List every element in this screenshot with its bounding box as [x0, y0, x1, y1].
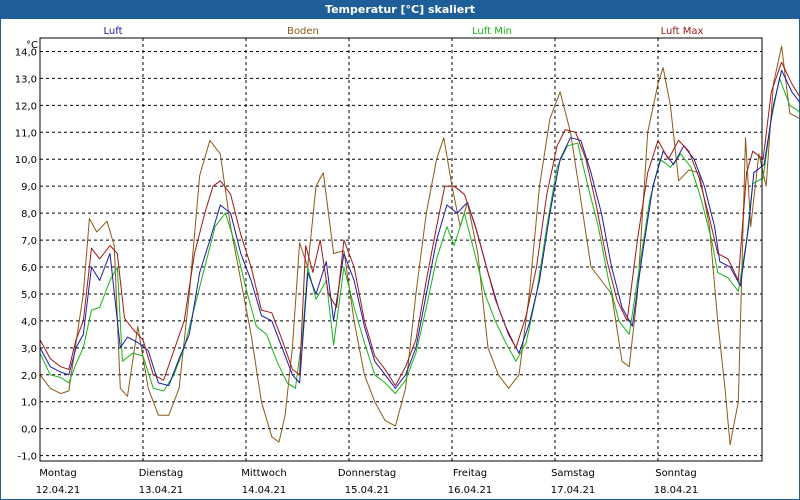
x-tick-date: 13.04.21 — [139, 485, 184, 496]
chart-title: Temperatur [°C] skaliert — [325, 3, 475, 16]
x-tick-date: 12.04.21 — [36, 485, 81, 496]
y-tick-label: -1,0 — [17, 452, 37, 463]
y-tick-label: 11,0 — [15, 128, 37, 139]
legend-luft-min: Luft Min — [472, 26, 512, 37]
plot-border — [39, 37, 763, 462]
series-line-luft-min — [39, 77, 800, 395]
y-tick-label: 8,0 — [21, 209, 37, 220]
x-tick-date: 17.04.21 — [551, 485, 596, 496]
x-axis-ticks: Montag 12.04.21 Dienstag 13.04.21 Mittwoch 14… — [36, 468, 699, 496]
x-tick-day: Montag — [39, 468, 76, 479]
legend-luft-max: Luft Max — [661, 26, 704, 37]
x-tick-date: 14.04.21 — [242, 485, 287, 496]
legend-luft: Luft — [104, 26, 123, 37]
y-tick-label: 9,0 — [21, 182, 37, 193]
x-tick-date: 15.04.21 — [345, 485, 390, 496]
y-axis-unit-label: °C — [26, 40, 38, 51]
y-tick-label: 4,0 — [21, 317, 37, 328]
legend-boden: Boden — [287, 26, 319, 37]
series-line-boden — [39, 45, 800, 446]
y-tick-label: 10,0 — [15, 155, 37, 166]
y-tick-label: 14,0 — [15, 47, 37, 58]
y-tick-label: 3,0 — [21, 344, 37, 355]
x-tick-date: 16.04.21 — [448, 485, 493, 496]
x-tick-day: Samstag — [551, 468, 595, 479]
y-tick-label: 5,0 — [21, 290, 37, 301]
x-tick-day: Sonntag — [655, 468, 697, 479]
y-tick-label: 7,0 — [21, 236, 37, 247]
y-tick-label: 13,0 — [15, 74, 37, 85]
series-lines — [39, 45, 800, 446]
series-line-luft — [39, 69, 800, 389]
x-tick-day: Dienstag — [139, 468, 184, 479]
y-tick-label: 6,0 — [21, 263, 37, 274]
x-tick-date: 18.04.21 — [654, 485, 699, 496]
x-tick-day: Freitag — [453, 468, 487, 479]
y-axis-ticks: 14,0 13,0 12,0 11,0 10,0 9,0 8,0 7,0 6,0 5,0 4,0 3,… — [15, 47, 37, 462]
x-tick-day: Donnerstag — [338, 468, 396, 479]
title-bar: Temperatur [°C] skaliert — [1, 1, 799, 19]
y-tick-label: 2,0 — [21, 371, 37, 382]
y-tick-label: 12,0 — [15, 101, 37, 112]
series-line-luft-max — [39, 61, 800, 387]
x-tick-day: Mittwoch — [241, 468, 286, 479]
y-tick-label: 0,0 — [21, 425, 37, 436]
grid — [40, 38, 762, 461]
y-tick-label: 1,0 — [21, 398, 37, 409]
